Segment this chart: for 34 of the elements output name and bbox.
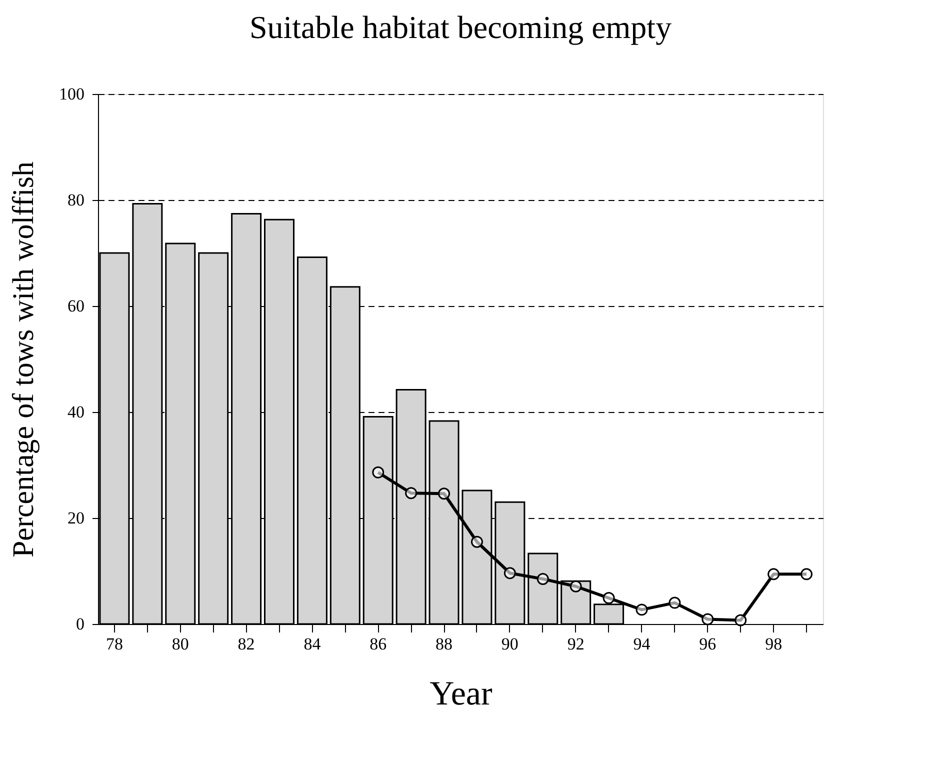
point <box>668 596 681 609</box>
y-tick-label: 0 <box>76 614 84 634</box>
point <box>405 487 418 500</box>
point <box>504 567 516 580</box>
x-tick-label: 96 <box>699 634 716 654</box>
y-tick-label: 40 <box>68 402 84 422</box>
x-tick-label: 84 <box>304 634 322 654</box>
x-tick-label: 90 <box>501 634 518 654</box>
y-tick-label: 80 <box>68 190 84 210</box>
point <box>734 614 747 626</box>
x-tick-label: 86 <box>370 634 387 654</box>
chart-title: Suitable habitat becoming empty <box>249 9 672 45</box>
x-axis-title: Year <box>430 676 494 712</box>
x-tick-label: 78 <box>106 634 123 654</box>
x-tick-label: 88 <box>436 634 453 654</box>
y-tick-label: 60 <box>68 296 84 316</box>
point <box>470 536 483 548</box>
point <box>438 488 450 500</box>
point <box>570 580 582 592</box>
y-tick-label: 20 <box>68 508 84 528</box>
x-tick-label: 98 <box>765 634 782 654</box>
y-axis-title: Percentage of tows with wolffish <box>7 161 40 558</box>
point <box>636 604 648 616</box>
x-tick-label: 94 <box>633 634 651 654</box>
point <box>372 466 384 478</box>
point <box>768 568 780 580</box>
x-tick-label: 80 <box>172 634 189 654</box>
x-tick-label: 92 <box>567 634 584 654</box>
point <box>800 568 813 580</box>
y-tick-label: 100 <box>59 84 84 104</box>
x-tick-label: 82 <box>238 634 255 654</box>
point <box>536 572 549 585</box>
point <box>602 592 615 604</box>
point <box>702 613 714 626</box>
